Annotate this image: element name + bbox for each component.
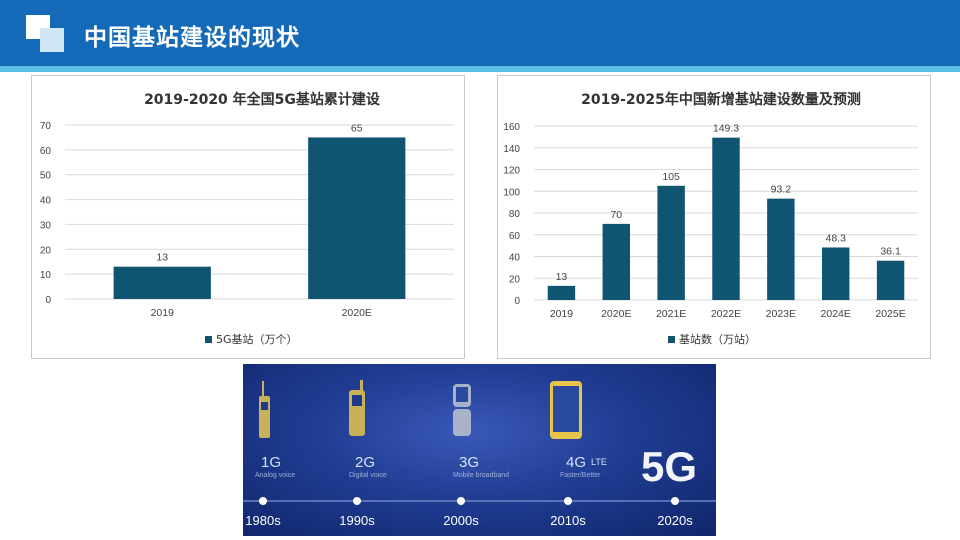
network-evolution-banner: 1G Analog voice 2G Digital voice 3G Mobile br…	[243, 364, 716, 536]
chart2-x-tick-label: 2020E	[601, 308, 631, 320]
chart2-x-tick-label: 2019	[550, 308, 574, 320]
timeline-dot	[564, 497, 572, 505]
chart2-legend-swatch	[668, 336, 675, 343]
chart2-data-label: 149.3	[713, 123, 739, 135]
chart2-x-tick-label: 2023E	[766, 308, 796, 320]
chart2-data-label: 93.2	[771, 184, 792, 196]
big-5g-label: 5G	[641, 443, 697, 490]
timeline-decade-label: 2020s	[657, 513, 693, 528]
chart2-y-tick-label: 160	[503, 122, 520, 133]
chart1-title: 2019-2020 年全国5G基站累计建设	[144, 91, 381, 108]
chart2-bar	[602, 223, 630, 300]
chart1-x-tick-label: 2020E	[342, 307, 372, 319]
chart1-y-tick-label: 0	[45, 295, 51, 306]
chart2-title: 2019-2025年中国新增基站建设数量及预测	[581, 91, 861, 108]
chart2-bar	[547, 285, 576, 300]
chart2-data-label: 13	[556, 271, 568, 283]
chart2-data-label: 36.1	[880, 246, 901, 258]
cumulative-5g-chart: 2019-2020 年全国5G基站累计建设 0 10 20 30 40 50 60 70 13 20…	[31, 75, 465, 359]
gen-description: Digital voice	[349, 472, 387, 479]
gen-label: 1G	[261, 454, 281, 471]
gen-label: 2G	[355, 454, 375, 471]
chart2-data-label: 48.3	[825, 232, 846, 244]
brick-phone-icon	[259, 381, 270, 438]
chart2-bar	[657, 185, 685, 300]
chart2-bar	[712, 137, 740, 300]
brick-phone-screen	[261, 402, 268, 410]
flip-phone-keypad	[453, 409, 471, 436]
timeline-dot	[671, 497, 679, 505]
chart2-x-tick-label: 2024E	[821, 308, 851, 320]
chart1-legend-label: 5G基站（万个）	[216, 332, 298, 346]
cumulative-5g-chart-svg: 2019-2020 年全国5G基站累计建设 0 10 20 30 40 50 60 70 13 20…	[40, 91, 454, 346]
smartphone-screen	[553, 386, 579, 432]
chart1-bar	[308, 137, 406, 299]
logo-square-overlay-icon	[40, 28, 64, 52]
gen-description: Faster/Better	[560, 472, 601, 479]
chart1-data-label: 65	[351, 122, 363, 134]
page-title: 中国基站建设的现状	[84, 25, 300, 51]
smartphone-icon	[550, 381, 582, 439]
chart2-y-tick-label: 0	[514, 296, 520, 307]
gen-label: 3G	[459, 454, 479, 471]
chart2-x-tick-label: 2021E	[656, 308, 686, 320]
timeline-dot	[259, 497, 267, 505]
feature-phone-antenna	[360, 380, 363, 391]
chart2-data-label: 70	[610, 209, 622, 221]
chart2-y-tick-label: 20	[509, 274, 521, 285]
header-accent-line	[0, 66, 960, 72]
chart1-y-tick-label: 20	[40, 245, 52, 256]
brick-phone-antenna	[262, 381, 264, 397]
chart2-bar	[876, 260, 905, 300]
timeline-decade-label: 1980s	[245, 513, 281, 528]
timeline-dot	[457, 497, 465, 505]
chart1-x-tick-label: 2019	[151, 307, 175, 319]
chart1-y-tick-label: 30	[40, 220, 52, 231]
feature-phone-screen	[352, 395, 362, 406]
chart2-y-tick-label: 100	[503, 187, 520, 198]
timeline-decade-label: 2010s	[550, 513, 586, 528]
chart2-bar	[767, 198, 795, 300]
chart1-bar	[113, 266, 211, 299]
chart2-y-tick-label: 140	[503, 144, 520, 155]
flip-phone-icon	[453, 384, 471, 436]
chart2-y-tick-label: 80	[509, 209, 521, 220]
header-bar	[0, 0, 960, 66]
chart2-y-tick-label: 60	[509, 231, 521, 242]
chart1-data-label: 13	[156, 252, 168, 264]
chart1-y-tick-label: 70	[40, 121, 52, 132]
gen-description: Analog voice	[255, 472, 295, 479]
chart1-y-tick-label: 10	[40, 270, 52, 281]
chart1-y-tick-label: 50	[40, 171, 52, 182]
chart2-x-tick-label: 2022E	[711, 308, 741, 320]
gen-badge: LTE	[591, 457, 607, 467]
chart2-bar	[822, 247, 850, 300]
timeline-decade-label: 2000s	[443, 513, 479, 528]
chart1-y-tick-label: 40	[40, 196, 52, 207]
chart1-y-tick-label: 60	[40, 146, 52, 157]
flip-phone-screen	[456, 387, 468, 402]
chart2-y-tick-label: 40	[509, 253, 521, 264]
new-base-station-chart-svg: 2019-2025年中国新增基站建设数量及预测 0 20 40 60 80 100 120 14…	[503, 91, 918, 346]
feature-phone-icon	[349, 380, 365, 436]
chart2-data-label: 105	[662, 171, 680, 183]
timeline-decade-label: 1990s	[339, 513, 375, 528]
chart2-x-tick-label: 2025E	[875, 308, 905, 320]
gen-label: 4G	[566, 454, 586, 471]
gen-description: Mobile broadband	[453, 472, 509, 479]
chart2-y-tick-label: 120	[503, 166, 520, 177]
new-base-station-chart: 2019-2025年中国新增基站建设数量及预测 0 20 40 60 80 100 120 14…	[497, 75, 931, 359]
timeline-dot	[353, 497, 361, 505]
chart2-legend-label: 基站数（万站）	[679, 332, 756, 346]
chart1-legend-swatch	[205, 336, 212, 343]
